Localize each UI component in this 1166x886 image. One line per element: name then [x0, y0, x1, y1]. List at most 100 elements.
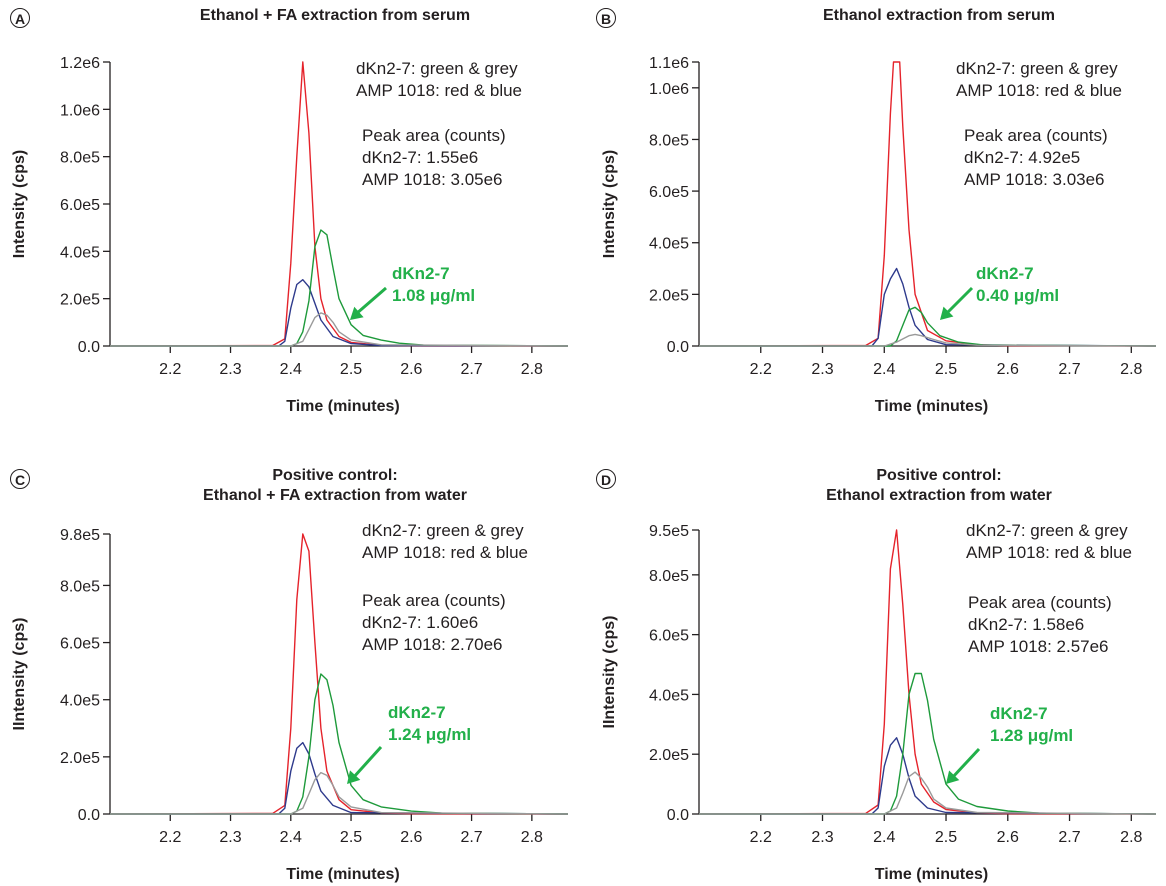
x-tick-label: 2.7 [460, 829, 482, 846]
legend-line-dkn: dKn2-7: green & grey [362, 521, 524, 540]
chart-title-b: Ethanol extraction from serum [822, 7, 1056, 24]
peak-area-heading: Peak area (counts) [968, 593, 1112, 612]
y-axis-label: IIntensity (cps) [11, 618, 28, 731]
y-tick-label: 2.0e5 [60, 292, 100, 309]
x-tick-label: 2.7 [1058, 361, 1080, 378]
x-tick-label: 2.3 [811, 829, 833, 846]
x-tick-label: 2.3 [811, 361, 833, 378]
x-axis-label: Time (minutes) [875, 866, 989, 883]
x-tick-label: 2.4 [873, 361, 895, 378]
annotation-b: dKn2-7 0.40 μg/ml [976, 263, 1059, 307]
x-tick-label: 2.2 [159, 361, 181, 378]
x-tick-label: 2.5 [340, 361, 362, 378]
peak-area-heading: Peak area (counts) [362, 591, 506, 610]
legend-line-dkn: dKn2-7: green & grey [966, 521, 1128, 540]
legend-line-amp: AMP 1018: red & blue [956, 81, 1123, 100]
panel-label-c: C [10, 469, 30, 489]
series-line-1 [110, 279, 569, 347]
series-line-0 [698, 61, 1157, 347]
y-tick-label: 1.2e6 [60, 55, 100, 72]
annotation-compound: dKn2-7 [990, 704, 1048, 723]
y-tick-label: 6.0e5 [649, 184, 689, 201]
y-tick-label: 6.0e5 [649, 628, 689, 645]
y-tick-label: 2.0e5 [60, 750, 100, 767]
chart-title-line: Positive control: [272, 467, 398, 484]
annotation-c: dKn2-7 1.24 μg/ml [388, 702, 471, 746]
legend-line-amp: AMP 1018: red & blue [356, 81, 523, 100]
annotation-arrow-head [946, 770, 960, 784]
x-tick-label: 2.5 [935, 829, 957, 846]
x-tick-label: 2.8 [1120, 829, 1142, 846]
chart-plot-c: 0.0 2.0e5 4.0e5 6.0e5 8.0e5 9.8e5 2.2 2.3 2.4 2.5… [11, 527, 569, 883]
x-tick-label: 2.2 [750, 361, 772, 378]
chart-title-c: Positive control: Ethanol + FA extractio… [110, 466, 560, 506]
y-tick-label: 1.0e6 [60, 102, 100, 119]
y-tick-label: 2.0e5 [649, 287, 689, 304]
x-tick-label: 2.6 [997, 829, 1019, 846]
annotation-concentration: 1.28 μg/ml [990, 726, 1074, 745]
series-line-0 [109, 533, 569, 815]
peak-area-dkn: dKn2-7: 1.58e6 [968, 615, 1085, 634]
y-tick-label: 0.0 [78, 807, 100, 824]
y-tick-label: 6.0e5 [60, 636, 100, 653]
x-tick-label: 2.3 [219, 829, 241, 846]
peak-area-a: Peak area (counts) dKn2-7: 1.55e6 AMP 10… [362, 125, 506, 191]
peak-area-dkn: dKn2-7: 1.55e6 [362, 148, 479, 167]
annotation-concentration: 1.24 μg/ml [388, 725, 472, 744]
annotation-compound: dKn2-7 [392, 264, 450, 283]
x-tick-label: 2.7 [1058, 829, 1080, 846]
series-line-1 [699, 267, 1157, 347]
chart-title-d: Positive control: Ethanol extraction fro… [724, 466, 1154, 506]
legend-line-dkn: dKn2-7: green & grey [956, 59, 1118, 78]
y-axis-label: Intensity (cps) [601, 150, 618, 258]
series-line-1 [110, 741, 569, 815]
annotation-arrow-head [940, 306, 954, 320]
annotation-arrow-head [347, 770, 361, 784]
y-tick-label: 1.1e6 [649, 55, 689, 72]
legend-a: dKn2-7: green & grey AMP 1018: red & blu… [356, 58, 522, 102]
annotation-compound: dKn2-7 [976, 264, 1034, 283]
peak-area-amp: AMP 1018: 3.05e6 [362, 170, 503, 189]
y-tick-label: 9.8e5 [60, 527, 100, 544]
peak-area-heading: Peak area (counts) [362, 126, 506, 145]
chart-plot-a: 0.0 2.0e5 4.0e5 6.0e5 8.0e5 1.0e6 1.2e6 2.2 2.3 2… [11, 55, 569, 415]
x-axis-label: Time (minutes) [875, 398, 989, 415]
panel-label-b: B [596, 8, 616, 28]
chart-panel-b: B Ethanol extraction from serum 0.0 2.0e5… [584, 0, 1166, 440]
y-tick-label: 8.0e5 [649, 132, 689, 149]
peak-area-b: Peak area (counts) dKn2-7: 4.92e5 AMP 10… [964, 125, 1108, 191]
y-tick-label: 0.0 [667, 807, 689, 824]
series-line-3 [699, 333, 1157, 347]
annotation-d: dKn2-7 1.28 μg/ml [990, 703, 1073, 747]
x-axis-label: Time (minutes) [286, 866, 400, 883]
x-tick-label: 2.4 [280, 829, 302, 846]
panel-label-a: A [10, 8, 30, 28]
annotation-concentration: 0.40 μg/ml [976, 286, 1060, 305]
x-tick-label: 2.4 [280, 361, 302, 378]
peak-area-dkn: dKn2-7: 1.60e6 [362, 613, 479, 632]
y-tick-label: 1.0e6 [649, 81, 689, 98]
legend-b: dKn2-7: green & grey AMP 1018: red & blu… [956, 58, 1122, 102]
series-line-0 [698, 529, 1157, 815]
x-tick-label: 2.6 [997, 361, 1019, 378]
peak-area-d: Peak area (counts) dKn2-7: 1.58e6 AMP 10… [968, 592, 1112, 658]
y-tick-label: 8.0e5 [60, 578, 100, 595]
x-tick-label: 2.7 [460, 361, 482, 378]
annotation-arrow-shaft [950, 747, 981, 780]
y-tick-label: 4.0e5 [649, 236, 689, 253]
y-axis-label: IIntensity (cps) [601, 616, 618, 729]
annotation-arrow-shaft [944, 286, 974, 316]
y-tick-label: 6.0e5 [60, 197, 100, 214]
x-tick-label: 2.4 [873, 829, 895, 846]
series-line-0 [109, 61, 569, 347]
panel-label-d: D [596, 469, 616, 489]
peak-area-c: Peak area (counts) dKn2-7: 1.60e6 AMP 10… [362, 590, 506, 656]
x-axis-label: Time (minutes) [286, 398, 400, 415]
x-tick-label: 2.8 [521, 361, 543, 378]
y-tick-label: 8.0e5 [60, 150, 100, 167]
x-tick-label: 2.5 [935, 361, 957, 378]
annotation-arrow-head [350, 306, 364, 320]
series-line-2 [699, 306, 1157, 347]
chart-panel-a: A Ethanol + FA extraction from serum 0.0… [0, 0, 580, 440]
chart-panel-c: C Positive control: Ethanol + FA extract… [0, 444, 580, 886]
